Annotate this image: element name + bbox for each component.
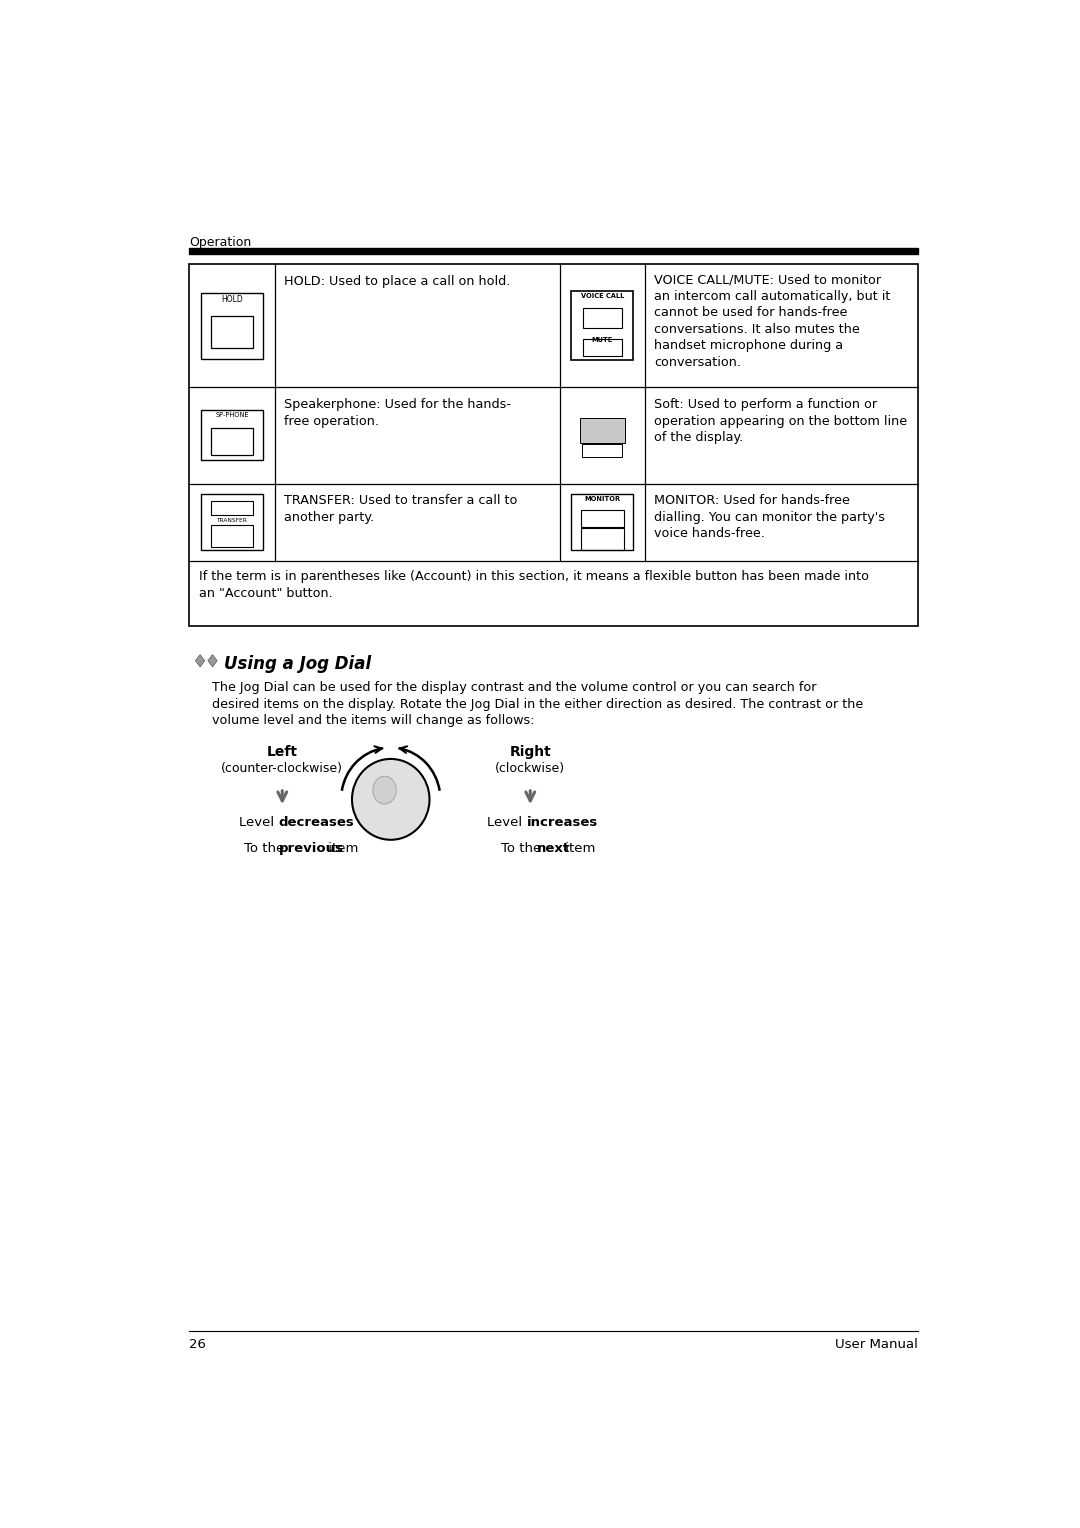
Bar — [189, 248, 918, 254]
Text: VOICE CALL/MUTE: Used to monitor
an intercom call automatically, but it
cannot b: VOICE CALL/MUTE: Used to monitor an inte… — [654, 274, 891, 368]
Text: TRANSFER: Used to transfer a call to
another party.: TRANSFER: Used to transfer a call to ano… — [284, 495, 517, 524]
Text: (counter-clockwise): (counter-clockwise) — [221, 762, 343, 775]
Bar — [582, 445, 622, 457]
Bar — [580, 419, 625, 443]
Text: Left: Left — [267, 746, 298, 759]
Bar — [211, 526, 253, 547]
Text: The Jog Dial can be used for the display contrast and the volume control or you : The Jog Dial can be used for the display… — [213, 681, 864, 727]
Bar — [211, 428, 253, 455]
Ellipse shape — [373, 776, 396, 804]
Bar — [201, 410, 262, 460]
Bar — [583, 309, 622, 327]
Text: increases: increases — [526, 816, 597, 830]
Text: Level: Level — [487, 816, 526, 830]
Text: To the: To the — [501, 842, 545, 854]
Text: Speakerphone: Used for the hands-
free operation.: Speakerphone: Used for the hands- free o… — [284, 399, 511, 428]
Text: Right: Right — [510, 746, 551, 759]
Text: next: next — [537, 842, 569, 854]
Text: Level: Level — [239, 816, 279, 830]
Text: HOLD: Used to place a call on hold.: HOLD: Used to place a call on hold. — [284, 275, 510, 287]
Text: 26: 26 — [189, 1339, 206, 1351]
Text: User Manual: User Manual — [835, 1339, 918, 1351]
Text: decreases: decreases — [279, 816, 354, 830]
Text: item: item — [324, 842, 359, 854]
Text: SP-PHONE: SP-PHONE — [215, 413, 248, 419]
Text: MUTE: MUTE — [592, 338, 613, 344]
Polygon shape — [207, 654, 217, 666]
Bar — [581, 510, 623, 527]
Polygon shape — [195, 654, 205, 666]
Bar — [583, 339, 622, 356]
Text: item: item — [562, 842, 596, 854]
Bar — [571, 495, 633, 550]
Bar — [201, 293, 262, 359]
Text: HOLD: HOLD — [221, 295, 243, 304]
Text: Operation: Operation — [189, 235, 252, 249]
Bar — [201, 495, 262, 550]
Text: Soft: Used to perform a function or
operation appearing on the bottom line
of th: Soft: Used to perform a function or oper… — [654, 399, 907, 445]
Text: To the: To the — [243, 842, 288, 854]
Bar — [571, 292, 633, 361]
Text: MONITOR: MONITOR — [584, 497, 620, 503]
Bar — [211, 316, 253, 348]
Bar — [581, 529, 623, 550]
Text: VOICE CALL: VOICE CALL — [581, 293, 624, 298]
Text: (clockwise): (clockwise) — [496, 762, 565, 775]
Text: MONITOR: Used for hands-free
dialling. You can monitor the party's
voice hands-f: MONITOR: Used for hands-free dialling. Y… — [654, 495, 886, 541]
Text: TRANSFER: TRANSFER — [216, 518, 247, 523]
Text: If the term is in parentheses like (Account) in this section, it means a flexibl: If the term is in parentheses like (Acco… — [199, 570, 868, 599]
Text: previous: previous — [279, 842, 345, 854]
Bar — [211, 501, 253, 515]
Bar — [189, 264, 918, 626]
Text: Using a Jog Dial: Using a Jog Dial — [225, 654, 372, 672]
Ellipse shape — [352, 759, 430, 840]
